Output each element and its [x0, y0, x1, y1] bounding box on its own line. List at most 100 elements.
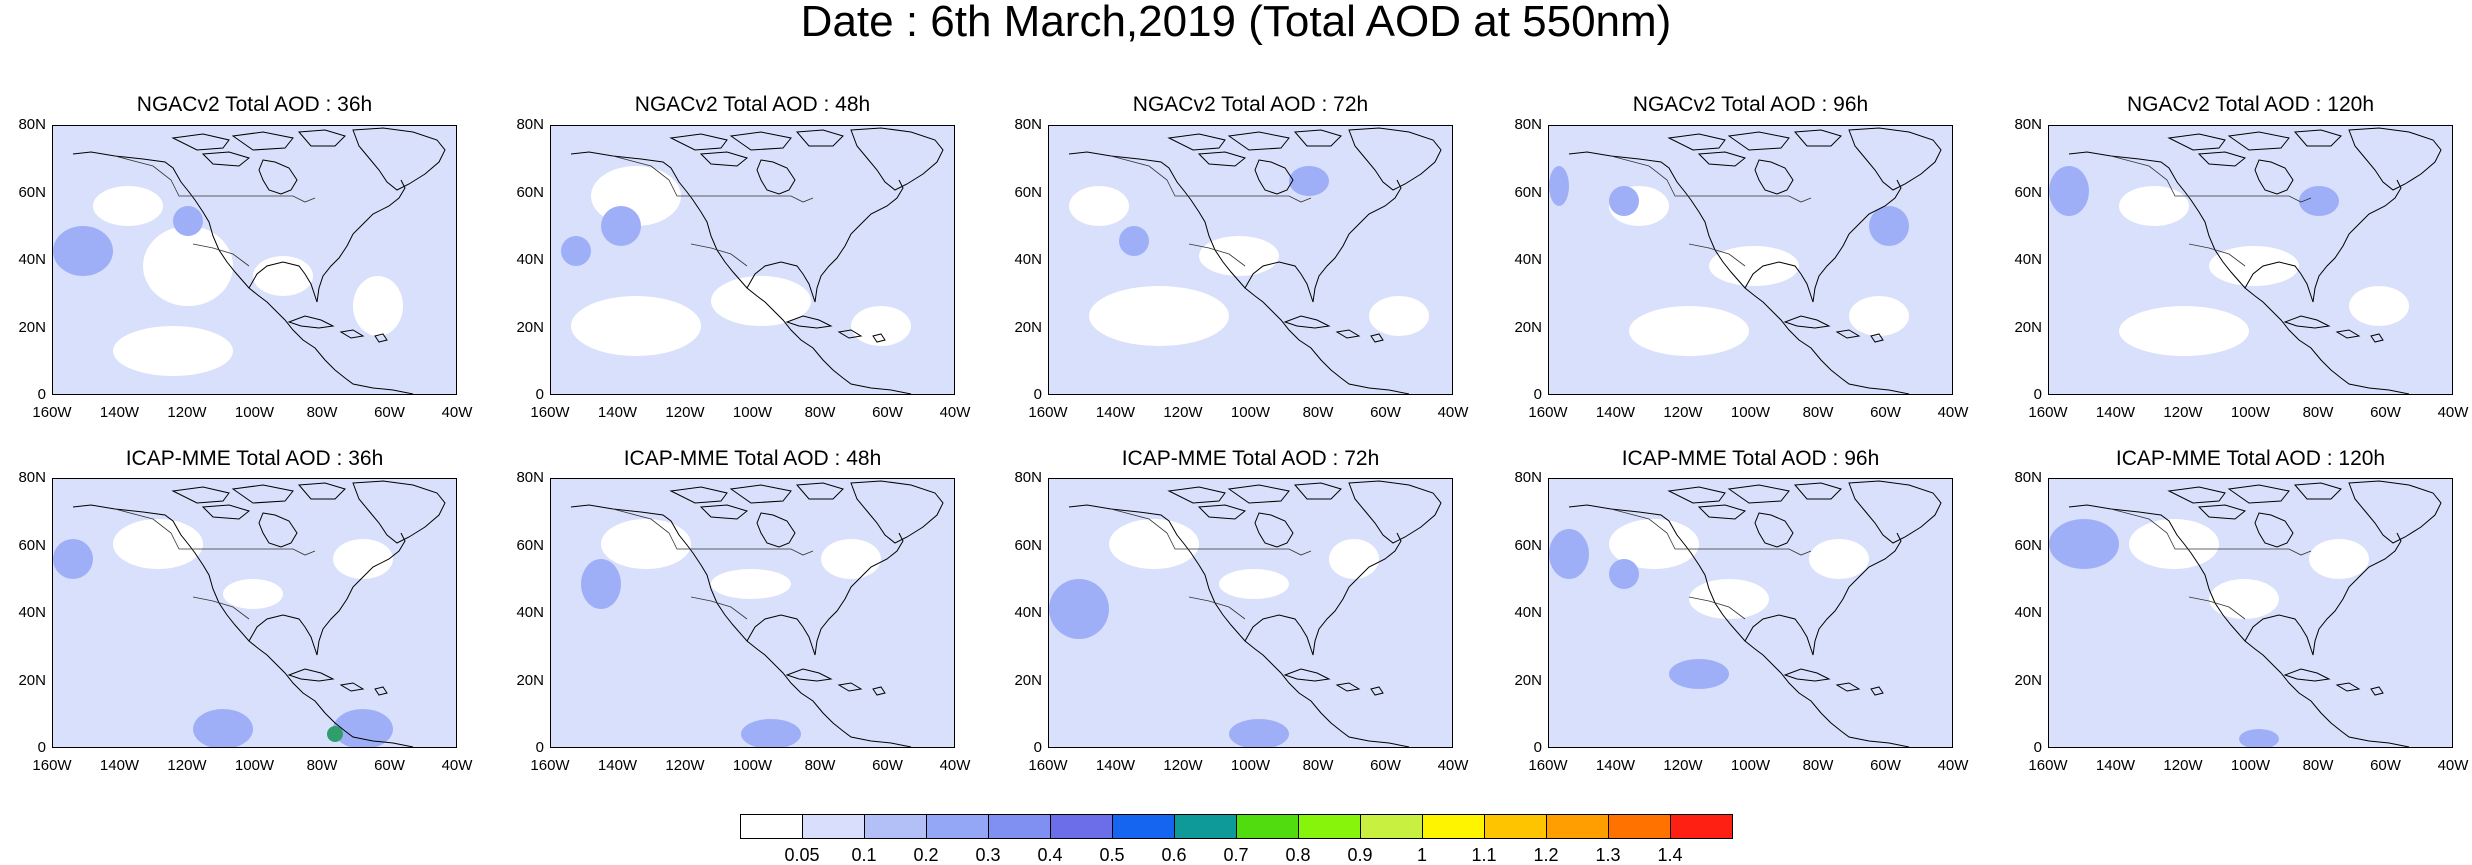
lat-tick-label: 80N [1014, 469, 1042, 486]
map-canvas [570, 480, 944, 747]
lat-tick-label: 20N [2014, 671, 2042, 689]
lon-tick-label: 160W [530, 404, 570, 421]
high-aod-region [2299, 186, 2339, 216]
coastline [1848, 480, 1942, 544]
coastline [570, 504, 912, 747]
coastline [231, 131, 294, 151]
lon-tick-label: 100W [1730, 757, 1771, 774]
lat-tick-label: 0 [1033, 386, 1042, 403]
colorbar-swatch [1050, 814, 1113, 839]
lat-tick-label: 0 [1533, 739, 1542, 756]
colorbar-swatch [740, 814, 803, 839]
high-aod-region [581, 559, 621, 609]
lat-tick-label: 60N [1514, 183, 1542, 201]
coastline [352, 127, 446, 191]
coastline [1667, 486, 1726, 504]
low-aod-region [143, 226, 233, 306]
coastline [2197, 151, 2247, 167]
high-aod-region [193, 709, 253, 747]
colorbar-swatch [864, 814, 927, 839]
colorbar-label: 1.2 [1533, 845, 1559, 865]
low-aod-region [1219, 569, 1289, 599]
lat-tick-label: 20N [1014, 318, 1042, 336]
low-aod-region [2129, 519, 2219, 569]
coastline [795, 129, 844, 147]
coastline [297, 482, 346, 500]
lat-tick-label: 60N [2014, 536, 2042, 554]
coastline [1793, 129, 1842, 147]
coastline [1835, 682, 1861, 692]
lon-tick-label: 60W [1870, 404, 1901, 421]
colorbar-label: 0.4 [1037, 845, 1063, 865]
lon-tick-label: 80W [1802, 757, 1834, 774]
lat-tick-label: 40N [1014, 604, 1042, 621]
political-border [2188, 243, 2246, 267]
low-aod-region [223, 579, 283, 609]
lon-tick-label: 160W [1528, 404, 1568, 421]
lat-tick-label: 80N [2014, 116, 2042, 133]
lat-tick-label: 80N [1514, 116, 1542, 133]
coastline [2167, 133, 2226, 151]
panel-title: NGACv2 Total AOD : 72h [1132, 93, 1369, 116]
aod-map-bottom-5 [2048, 478, 2453, 748]
coastline [1283, 315, 1331, 329]
lat-tick-label: 0 [535, 386, 544, 403]
political-border [1110, 155, 1312, 203]
low-aod-region [1199, 236, 1279, 276]
lat-tick-label: 0 [535, 739, 544, 756]
coastline [1244, 532, 1402, 656]
lat-tick-label: 0 [1533, 386, 1542, 403]
coastline [850, 127, 944, 191]
lon-tick-label: 80W [804, 757, 836, 774]
political-border [1688, 596, 1746, 620]
coastline [1197, 504, 1247, 520]
coastline [837, 329, 863, 339]
coastline [2348, 480, 2442, 544]
coastline [374, 333, 388, 343]
lon-tick-label: 140W [1095, 757, 1136, 774]
coastline [2293, 129, 2342, 147]
political-border [192, 243, 250, 267]
lon-tick-label: 120W [665, 757, 705, 774]
coastline [1783, 668, 1831, 682]
lon-tick-label: 120W [167, 404, 207, 421]
coastline [287, 315, 335, 329]
aod-colorbar [740, 814, 1733, 839]
panel-title: NGACv2 Total AOD : 120h [2126, 93, 2375, 116]
lon-tick-label: 140W [597, 757, 638, 774]
coastline [699, 504, 749, 520]
lon-tick-label: 40W [1937, 757, 1969, 774]
political-border [2188, 596, 2246, 620]
high-aod-region [2239, 729, 2279, 747]
aod-map-top-5 [2048, 125, 2453, 395]
lon-tick-label: 100W [1730, 404, 1771, 421]
colorbar-swatch [802, 814, 865, 839]
coastline [72, 504, 414, 747]
lon-tick-label: 140W [2095, 404, 2136, 421]
colorbar-swatch [1298, 814, 1361, 839]
political-border [690, 243, 748, 267]
lon-tick-label: 80W [2302, 757, 2334, 774]
aod-map-bottom-3 [1048, 478, 1453, 748]
coastline [1197, 151, 1247, 167]
coastline [2283, 315, 2331, 329]
lon-tick-label: 140W [99, 757, 140, 774]
aod-map-top-2 [550, 125, 955, 395]
lat-tick-label: 40N [1514, 251, 1542, 268]
coastline [1568, 151, 1910, 394]
lon-tick-label: 100W [2230, 404, 2271, 421]
high-aod-region [1229, 719, 1289, 747]
coastline [746, 532, 904, 656]
low-aod-region [1809, 539, 1869, 579]
lon-tick-label: 160W [1028, 757, 1068, 774]
coastline [1870, 686, 1884, 696]
coastline [171, 486, 230, 504]
low-aod-region [2209, 579, 2279, 619]
high-aod-region [1609, 559, 1639, 589]
coastline [756, 159, 796, 195]
lon-tick-label: 160W [530, 757, 570, 774]
coastline [872, 333, 886, 343]
low-aod-region [571, 296, 701, 356]
lon-tick-label: 120W [1663, 404, 1703, 421]
colorbar-label: 1.3 [1595, 845, 1621, 865]
